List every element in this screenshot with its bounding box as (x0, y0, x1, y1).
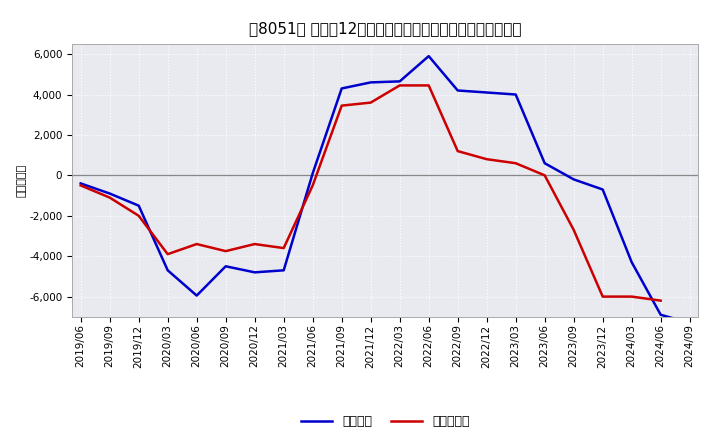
経常利益 (598, 187, 607, 192)
経常利益 (627, 260, 636, 265)
経常利益 (570, 177, 578, 182)
経常利益 (395, 79, 404, 84)
当期純利益 (657, 298, 665, 303)
当期純利益 (338, 103, 346, 108)
Line: 経常利益: 経常利益 (81, 56, 690, 323)
経常利益 (541, 161, 549, 166)
Line: 当期純利益: 当期純利益 (81, 85, 661, 301)
当期純利益 (76, 183, 85, 188)
当期純利益 (570, 227, 578, 233)
当期純利益 (424, 83, 433, 88)
経常利益 (366, 80, 375, 85)
当期純利益 (221, 249, 230, 254)
当期純利益 (105, 195, 114, 200)
当期純利益 (279, 246, 288, 251)
当期純利益 (598, 294, 607, 299)
当期純利益 (395, 83, 404, 88)
経常利益 (221, 264, 230, 269)
経常利益 (163, 268, 172, 273)
経常利益 (135, 203, 143, 208)
当期純利益 (454, 148, 462, 154)
経常利益 (308, 171, 317, 176)
当期純利益 (308, 183, 317, 188)
当期純利益 (482, 157, 491, 162)
当期純利益 (135, 213, 143, 218)
経常利益 (279, 268, 288, 273)
経常利益 (338, 86, 346, 91)
当期純利益 (366, 100, 375, 105)
経常利益 (511, 92, 520, 97)
当期純利益 (251, 242, 259, 247)
経常利益 (424, 54, 433, 59)
経常利益 (454, 88, 462, 93)
当期純利益 (627, 294, 636, 299)
Legend: 経常利益, 当期純利益: 経常利益, 当期純利益 (296, 411, 474, 433)
当期純利益 (192, 242, 201, 247)
経常利益 (482, 90, 491, 95)
経常利益 (76, 181, 85, 186)
Title: ［8051］ 利益の12か月移動合計の対前年同期増減額の推移: ［8051］ 利益の12か月移動合計の対前年同期増減額の推移 (249, 21, 521, 36)
当期純利益 (541, 173, 549, 178)
経常利益 (685, 320, 694, 326)
経常利益 (192, 293, 201, 298)
当期純利益 (163, 252, 172, 257)
経常利益 (105, 191, 114, 196)
経常利益 (251, 270, 259, 275)
経常利益 (657, 312, 665, 317)
Y-axis label: （百万円）: （百万円） (17, 164, 26, 197)
当期純利益 (511, 161, 520, 166)
